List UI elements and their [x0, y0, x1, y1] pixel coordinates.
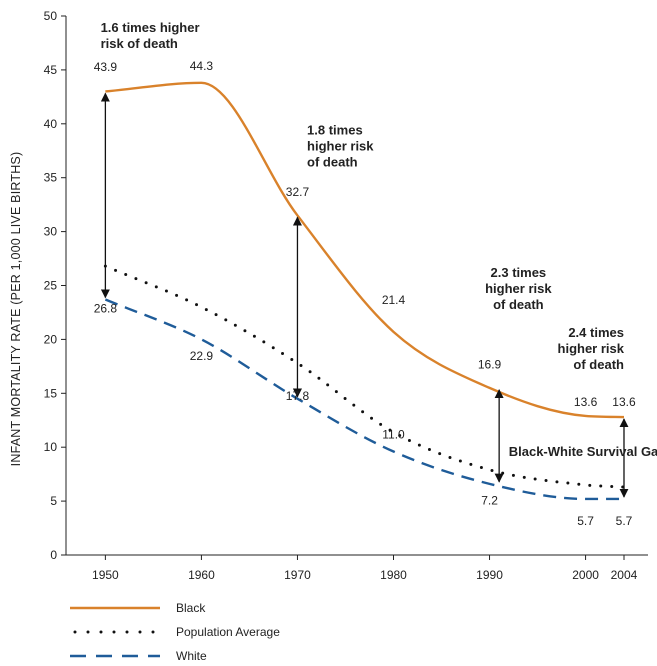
data-label: 5.7: [616, 514, 633, 528]
y-tick-label: 0: [50, 548, 57, 562]
x-tick-label: 2000: [572, 568, 599, 582]
x-tick-label: 2004: [611, 568, 638, 582]
annotation-text: higher risk: [558, 341, 625, 356]
data-label: 11.0: [382, 428, 405, 442]
x-tick-label: 1990: [476, 568, 503, 582]
annotation-text: higher risk: [485, 281, 552, 296]
y-tick-label: 25: [44, 279, 58, 293]
annotation-text: 2.4 times: [568, 325, 624, 340]
legend-label: Black: [176, 601, 206, 615]
y-tick-label: 5: [50, 494, 57, 508]
y-tick-label: 35: [44, 171, 58, 185]
annotation-text: higher risk: [307, 139, 374, 154]
y-tick-label: 30: [44, 225, 58, 239]
annotation-text: 2.3 times: [491, 265, 547, 280]
data-label: 17.8: [286, 389, 310, 403]
x-tick-label: 1960: [188, 568, 215, 582]
legend: Black Population Average White: [70, 601, 280, 663]
annotation-text: Black-White Survival Gap: [509, 444, 657, 459]
annotation-text: of death: [493, 297, 544, 312]
annotation-text: of death: [307, 155, 358, 170]
data-label: 13.6: [612, 395, 636, 409]
axes: 0 5 10 15 20 25 30 35 40 45 50 1950 1960 1970 1980 1990…: [44, 9, 648, 582]
data-label: 16.9: [478, 358, 502, 372]
series-line-white: [104, 298, 624, 501]
annotation-text: risk of death: [101, 36, 178, 51]
data-label: 22.9: [190, 349, 214, 363]
gap-arrows: [100, 92, 629, 498]
data-label: 44.3: [190, 59, 214, 73]
y-tick-label: 50: [44, 9, 58, 23]
y-tick-label: 20: [44, 332, 58, 346]
annotation-text: of death: [573, 357, 624, 372]
x-tick-label: 1980: [380, 568, 407, 582]
data-label: 21.4: [382, 293, 406, 307]
annotation-text: 1.6 times higher: [101, 20, 200, 35]
y-tick-label: 15: [44, 386, 58, 400]
annotation-text: 1.8 times: [307, 123, 363, 138]
data-labels: 43.9 44.3 32.7 21.4 16.9 13.6 13.6 26.8 22.9 17.8…: [94, 59, 636, 528]
data-label: 13.6: [574, 395, 598, 409]
y-tick-label: 10: [44, 440, 58, 454]
data-label: 26.8: [94, 301, 118, 315]
x-tick-label: 1950: [92, 568, 119, 582]
data-label: 32.7: [286, 185, 310, 199]
data-label: 5.7: [577, 514, 594, 528]
y-tick-label: 45: [44, 63, 58, 77]
series-line-black: [105, 81, 625, 419]
x-tick-label: 1970: [284, 568, 311, 582]
y-tick-label: 40: [44, 117, 58, 131]
data-label: 43.9: [94, 60, 118, 74]
series-layer: [103, 81, 626, 501]
y-axis-title: INFANT MORTALITY RATE (PER 1,000 LIVE BI…: [9, 152, 23, 467]
y-axis-title-group: INFANT MORTALITY RATE (PER 1,000 LIVE BI…: [9, 152, 23, 467]
legend-label: Population Average: [176, 625, 280, 639]
data-label: 7.2: [481, 493, 498, 507]
legend-label: White: [176, 649, 207, 663]
